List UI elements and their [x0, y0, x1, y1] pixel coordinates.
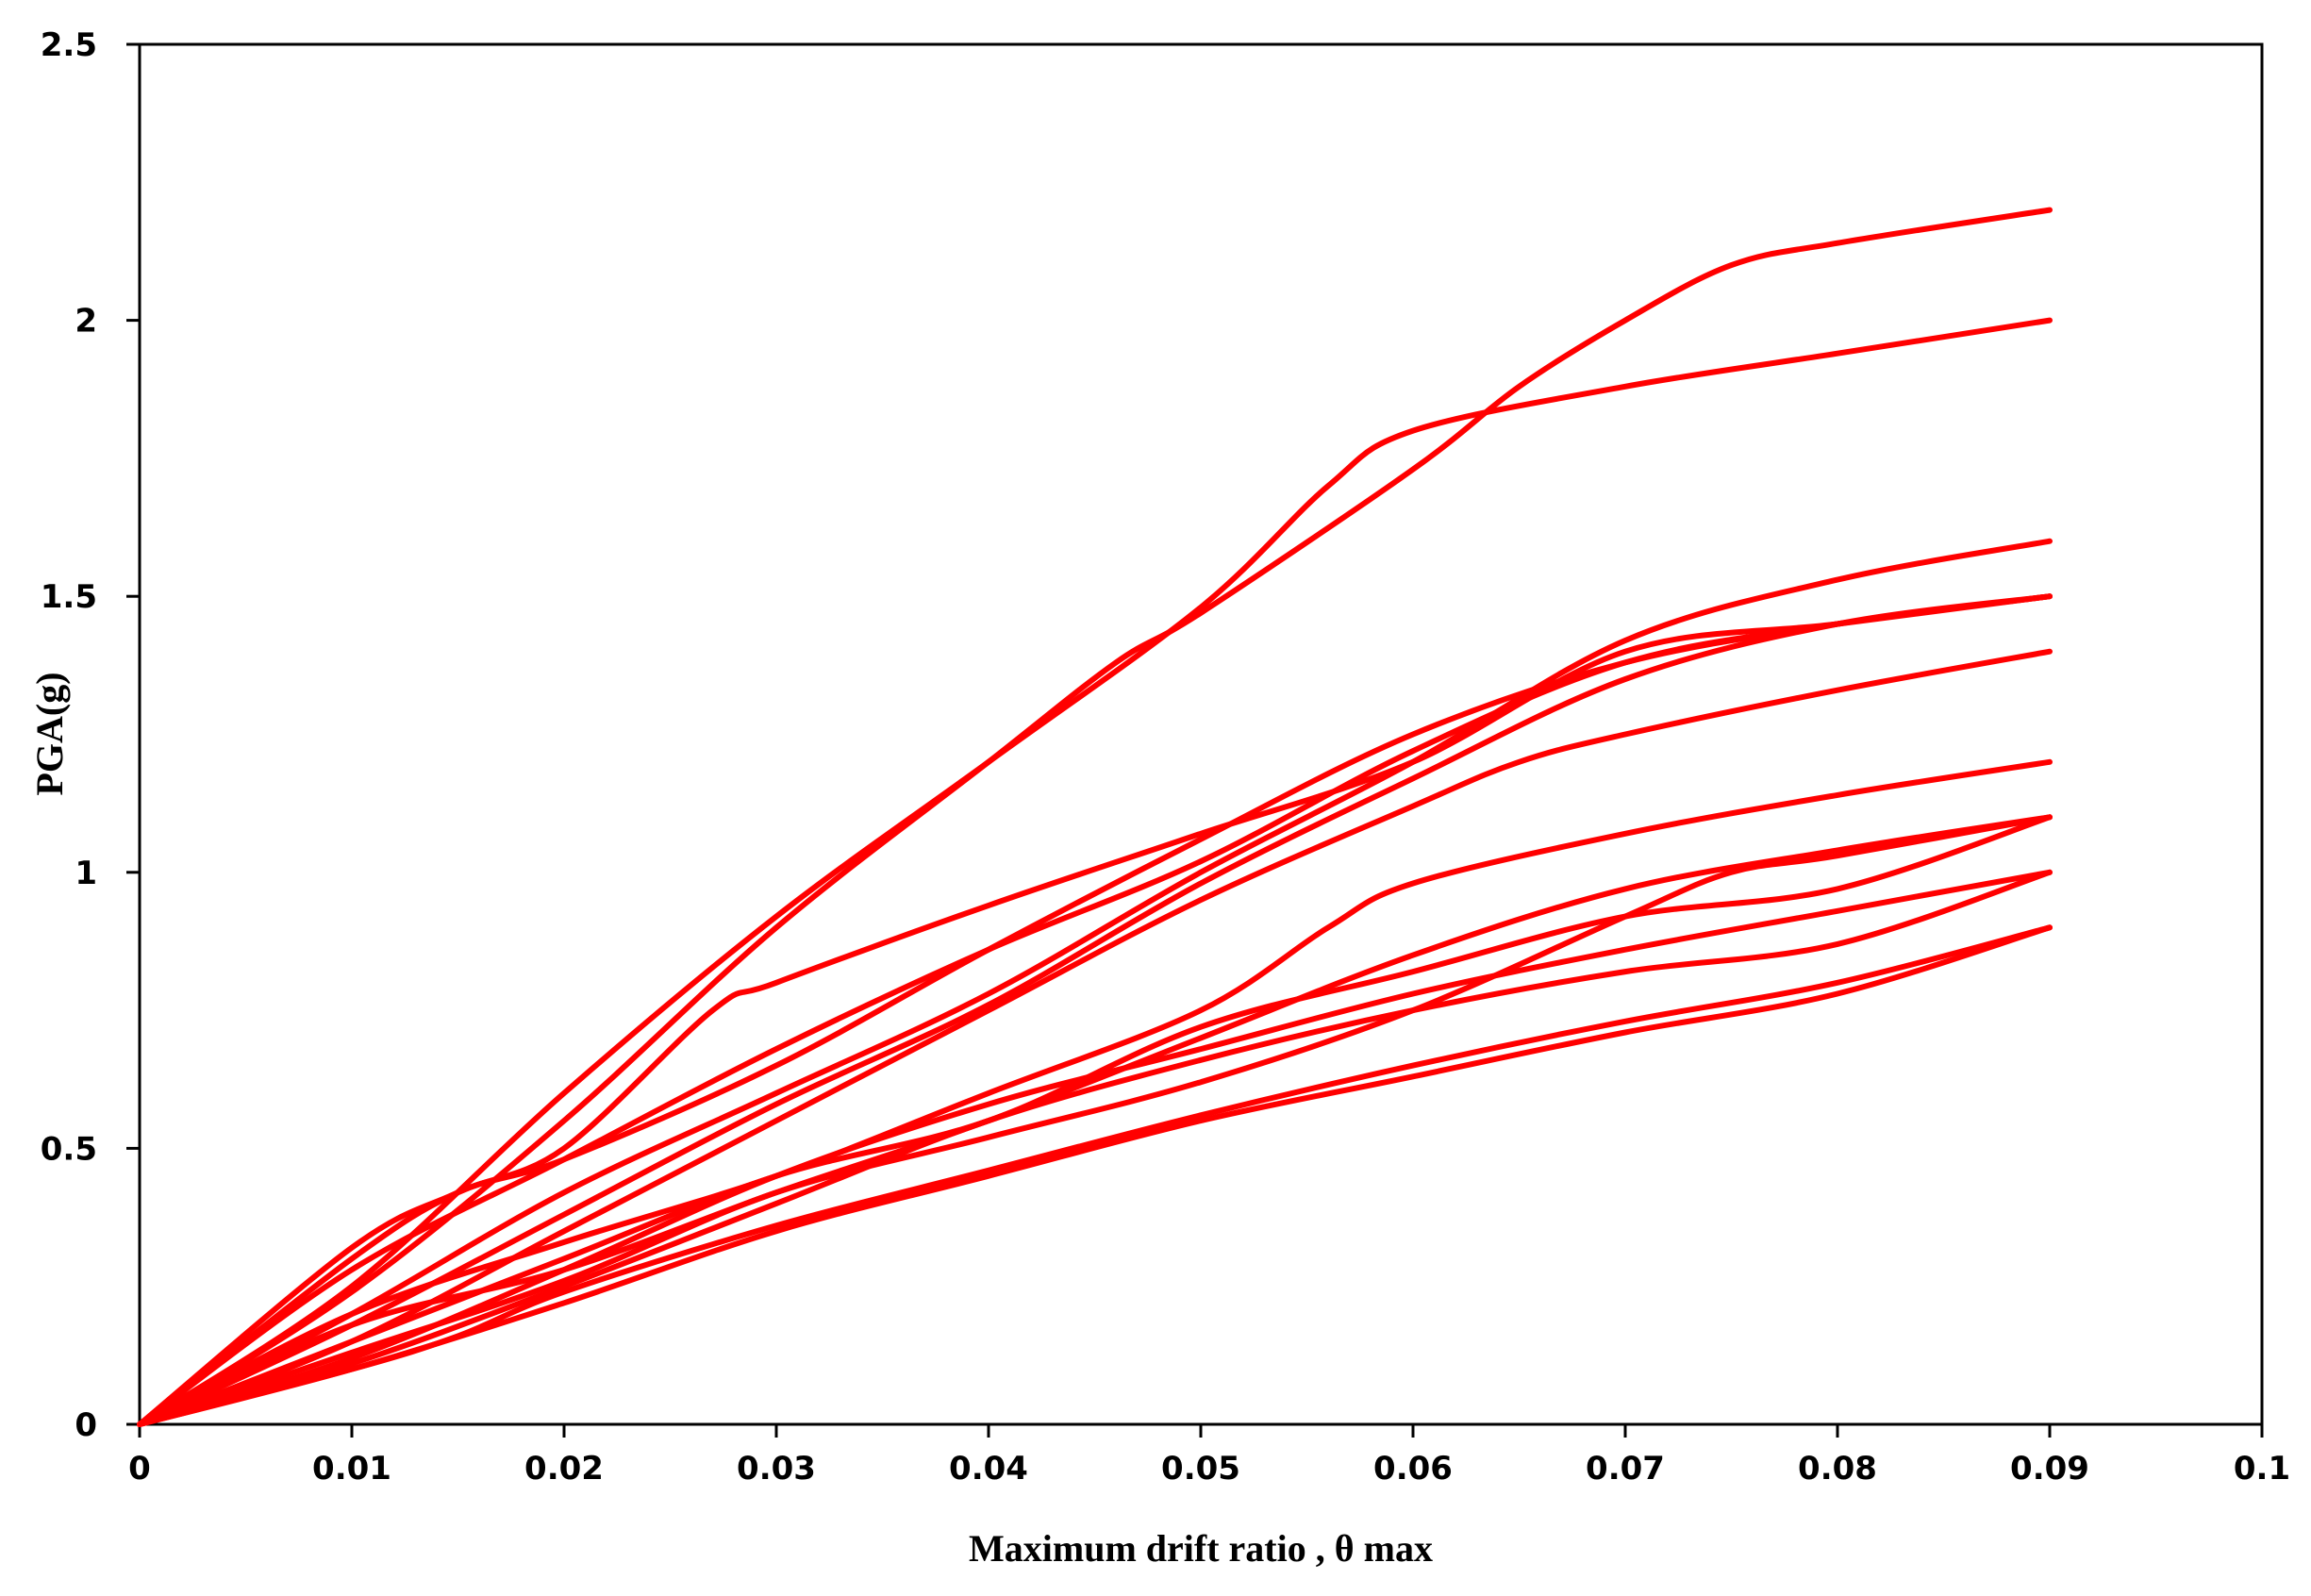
- x-tick-label: 0.07: [1586, 1450, 1665, 1488]
- x-tick-label: 0.08: [1798, 1450, 1877, 1488]
- x-axis-title: Maximum drift ratio , θ max: [969, 1527, 1433, 1570]
- series-line-13: [137, 869, 2053, 1427]
- x-tick-label: 0.05: [1161, 1450, 1240, 1488]
- x-tick-label: 0.02: [524, 1450, 604, 1488]
- series-line-16: [137, 924, 2053, 1427]
- y-tick-label: 0: [75, 1406, 97, 1444]
- series-line-10: [137, 814, 2053, 1427]
- x-tick-labels: 0 0.01 0.02 0.03 0.04 0.05 0.06 0.07 0.08 0.09 0.1: [128, 1450, 2290, 1488]
- y-tick-label: 0.5: [41, 1130, 97, 1168]
- x-tick-label: 0.04: [949, 1450, 1028, 1488]
- x-tick-label: 0.03: [737, 1450, 816, 1488]
- curves: [137, 207, 2053, 1427]
- plot-frame: [138, 42, 2264, 1426]
- y-tick-label: 2: [75, 303, 97, 341]
- x-tick-label: 0.01: [312, 1450, 391, 1488]
- series-line-3: [137, 538, 2053, 1427]
- series-line-9: [137, 758, 2053, 1427]
- series-line-6: [137, 648, 2053, 1427]
- series-line-12: [137, 814, 2053, 1427]
- series-line-2: [137, 207, 2053, 1427]
- x-tick-label: 0.09: [2010, 1450, 2089, 1488]
- series-line-14: [137, 869, 2053, 1427]
- series-line-1: [137, 317, 2053, 1427]
- x-tick-label: 0.06: [1373, 1450, 1453, 1488]
- y-tick-label: 2.5: [41, 26, 97, 64]
- x-tick-label: 0: [128, 1450, 151, 1488]
- series-line-5: [137, 593, 2053, 1427]
- x-tick-label: 0.1: [2234, 1450, 2290, 1488]
- axis-ticks: [126, 42, 2264, 1438]
- series-line-8: [137, 593, 2053, 1427]
- y-tick-label: 1: [75, 855, 97, 892]
- y-axis-title: PGA(g): [28, 672, 71, 795]
- y-tick-label: 1.5: [41, 578, 97, 616]
- y-tick-labels: 0 0.5 1 1.5 2 2.5: [41, 26, 97, 1444]
